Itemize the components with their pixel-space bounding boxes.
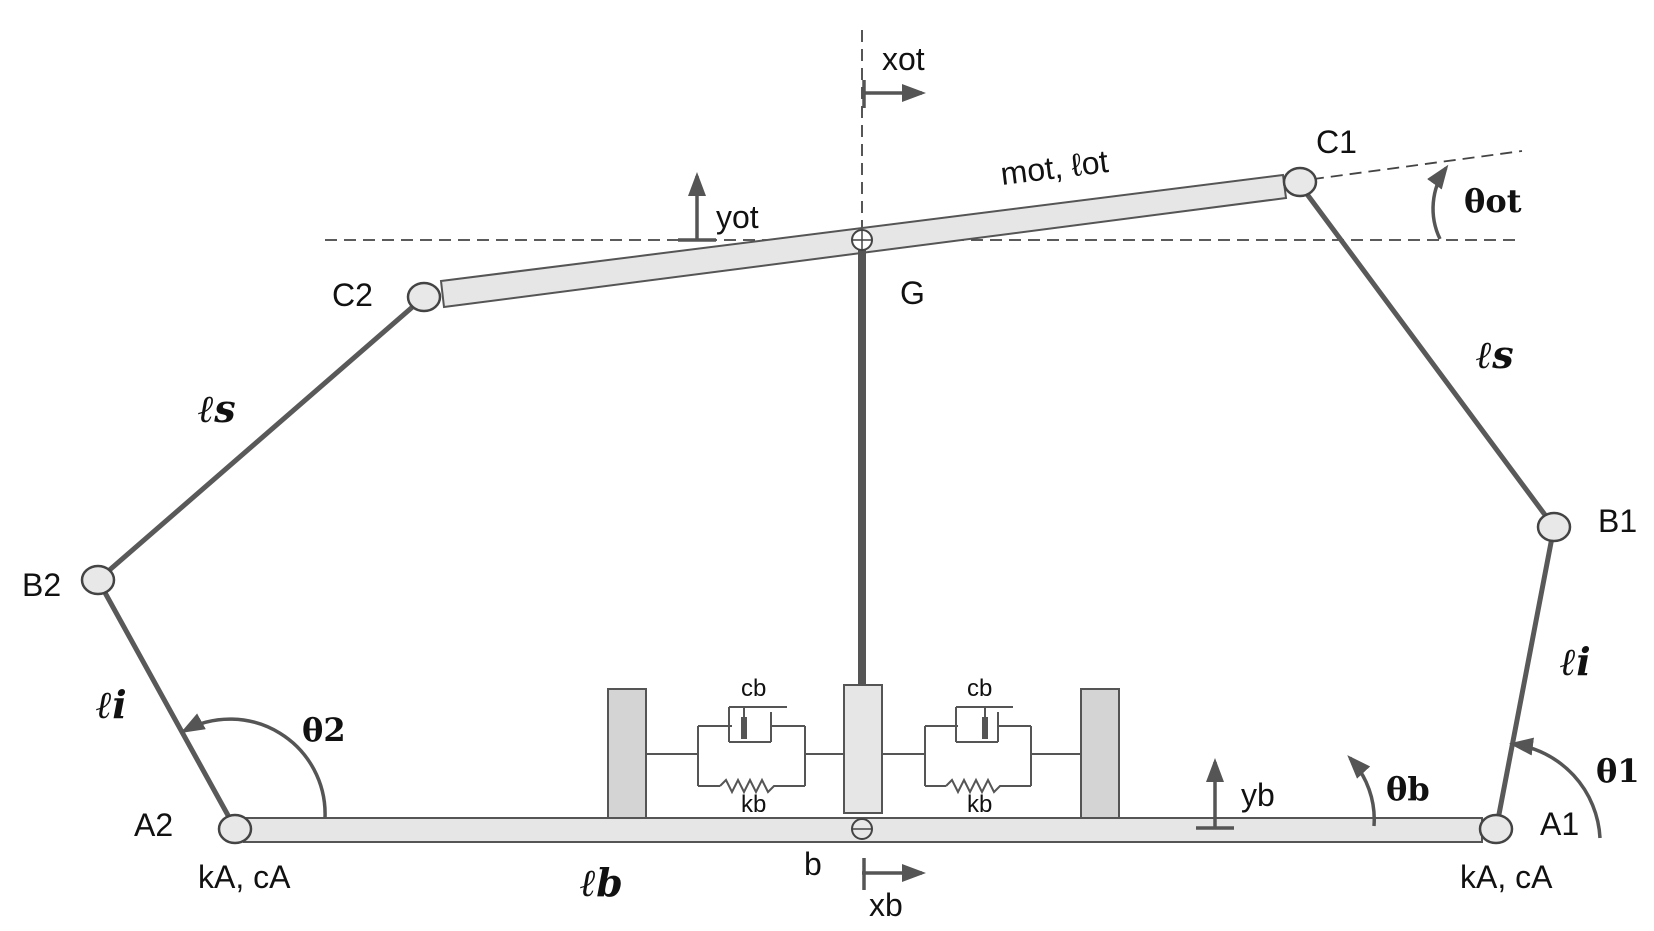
joint-B2: [80, 564, 116, 596]
xb-label: xb: [869, 887, 903, 923]
yb-label: yb: [1241, 777, 1275, 813]
ls-left-label: ℓs: [198, 386, 236, 431]
joint-A1: [1478, 813, 1514, 845]
b-label: b: [804, 846, 822, 882]
kb-right-label: kb: [967, 791, 992, 818]
kAcA-right-label: kA, cA: [1460, 859, 1553, 895]
theta-2-arc: [180, 713, 327, 819]
theta-ot-arc: [1427, 164, 1449, 240]
top-bar-label: mot, ℓot: [998, 143, 1110, 192]
link-ls-left: [95, 294, 427, 583]
B2-label: B2: [22, 567, 61, 603]
yot-label: yot: [716, 199, 759, 235]
theta-b-label: θb: [1386, 770, 1430, 808]
A2-label: A2: [134, 807, 173, 843]
li-right-label: ℓi: [1560, 639, 1591, 684]
joint-B1: [1536, 511, 1572, 543]
A1-label: A1: [1540, 806, 1579, 842]
C2-label: C2: [332, 277, 373, 313]
joint-C2: [406, 281, 442, 313]
kAcA-left-label: kA, cA: [198, 859, 291, 895]
cb-left-label: cb: [741, 675, 766, 702]
cb-right-label: cb: [967, 675, 992, 702]
joint-A2: [217, 813, 253, 845]
C1-label: C1: [1316, 124, 1357, 160]
li-left-label: ℓi: [96, 682, 127, 727]
lb-label: ℓb: [580, 860, 623, 905]
B1-label: B1: [1598, 503, 1637, 539]
kb-left-label: kb: [741, 791, 766, 818]
link-li-right: [1493, 524, 1557, 833]
right-spring-damper: [882, 706, 1081, 795]
xot-label: xot: [882, 41, 925, 77]
link-li-left: [95, 577, 238, 831]
joint-C1: [1282, 166, 1318, 198]
theta-2-label: θ2: [302, 711, 346, 749]
link-ls-right: [1295, 179, 1557, 530]
left-end-block: [607, 688, 647, 819]
G-label: G: [900, 275, 925, 311]
center-block: [843, 684, 883, 814]
theta-b-arc: [1347, 755, 1376, 827]
theta-ot-label: θot: [1464, 182, 1522, 220]
left-spring-damper: [646, 706, 844, 795]
ls-right-label: ℓs: [1476, 332, 1514, 377]
right-end-block: [1080, 688, 1120, 819]
theta-1-arc: [1509, 737, 1602, 839]
theta-1-label: θ1: [1596, 752, 1640, 790]
